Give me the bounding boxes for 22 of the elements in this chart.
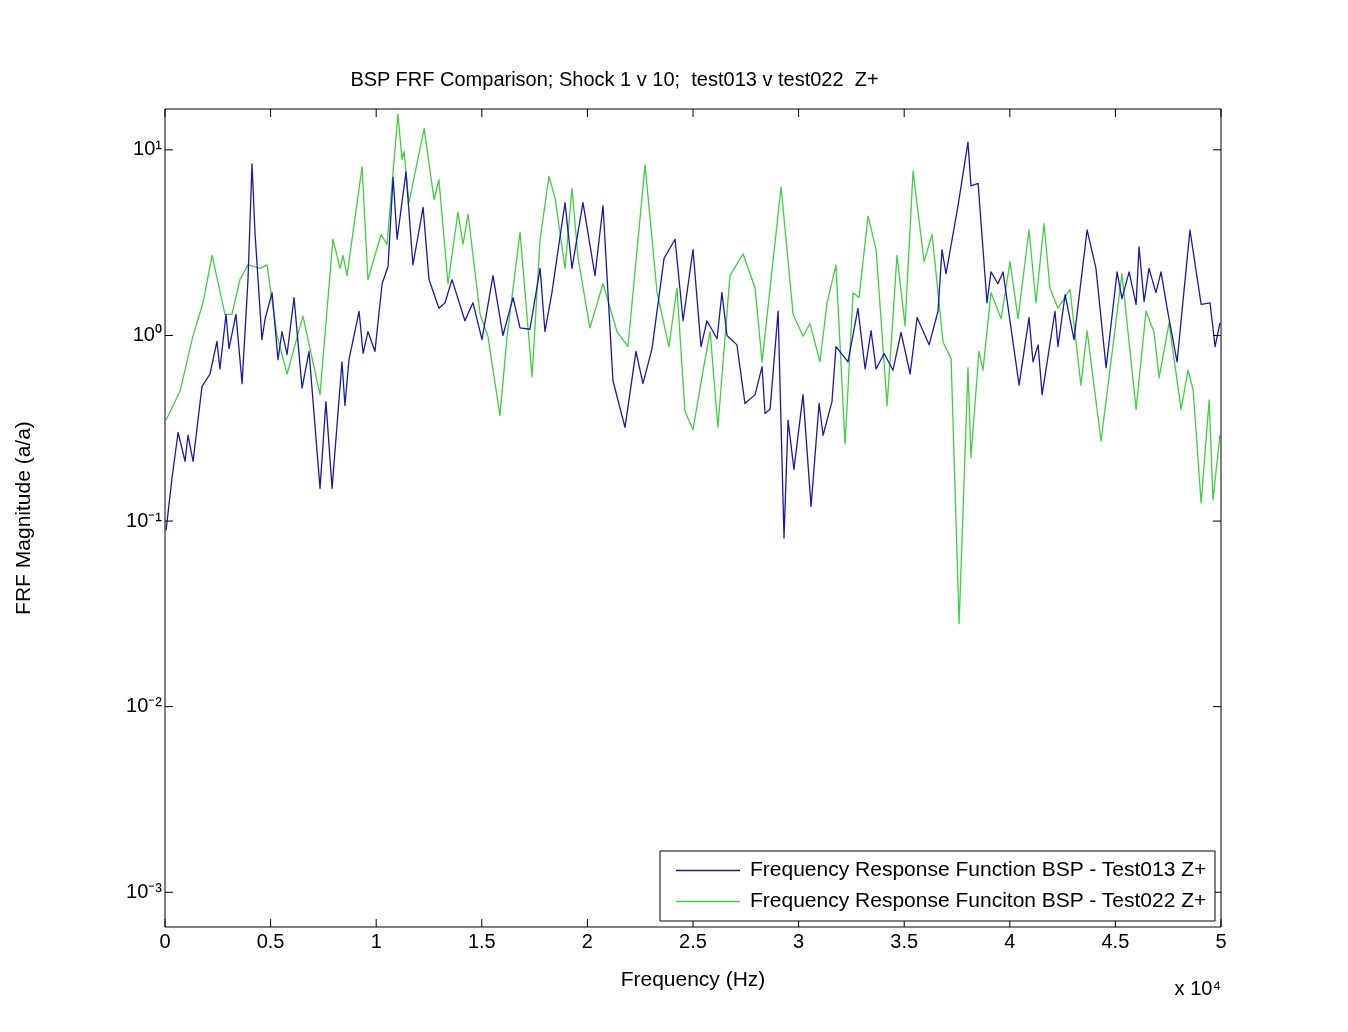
- x-axis-title: Frequency (Hz): [620, 967, 766, 991]
- y-tick-label: 10⁰: [132, 322, 162, 345]
- y-tick-label: 10⁻¹: [126, 508, 163, 531]
- x-tick-label: 1.5: [467, 929, 496, 952]
- x-tick-label: 3: [793, 929, 805, 952]
- y-tick-label: 10⁻²: [126, 694, 163, 717]
- y-tick-label: 10¹: [133, 137, 163, 160]
- x-tick-label: 0.5: [256, 929, 285, 952]
- chart-title: BSP FRF Comparison; Shock 1 v 10; test013 v test022 Z+: [350, 67, 879, 90]
- x-tick-label: 2.5: [679, 929, 707, 952]
- x-tick-label: 3.5: [890, 929, 919, 952]
- x-tick-label: 4.5: [1101, 929, 1130, 952]
- text: x 10⁴: [1174, 976, 1221, 999]
- legend-label: Frequency Response Function BSP - Test013 Z+: [750, 857, 1207, 881]
- x-tick-label: 5: [1215, 929, 1227, 952]
- x-tick-label: 0: [159, 929, 171, 952]
- y-axis-title: FRF Magnitude (a/a): [11, 421, 35, 615]
- x-tick-label: 2: [581, 929, 593, 952]
- x-tick-label: 1: [370, 929, 382, 952]
- x-tick-label: 4: [1004, 929, 1016, 952]
- legend-label: Frequency Response Funciton BSP - Test022 Z+: [750, 888, 1207, 912]
- y-tick-label: 10⁻³: [126, 879, 163, 902]
